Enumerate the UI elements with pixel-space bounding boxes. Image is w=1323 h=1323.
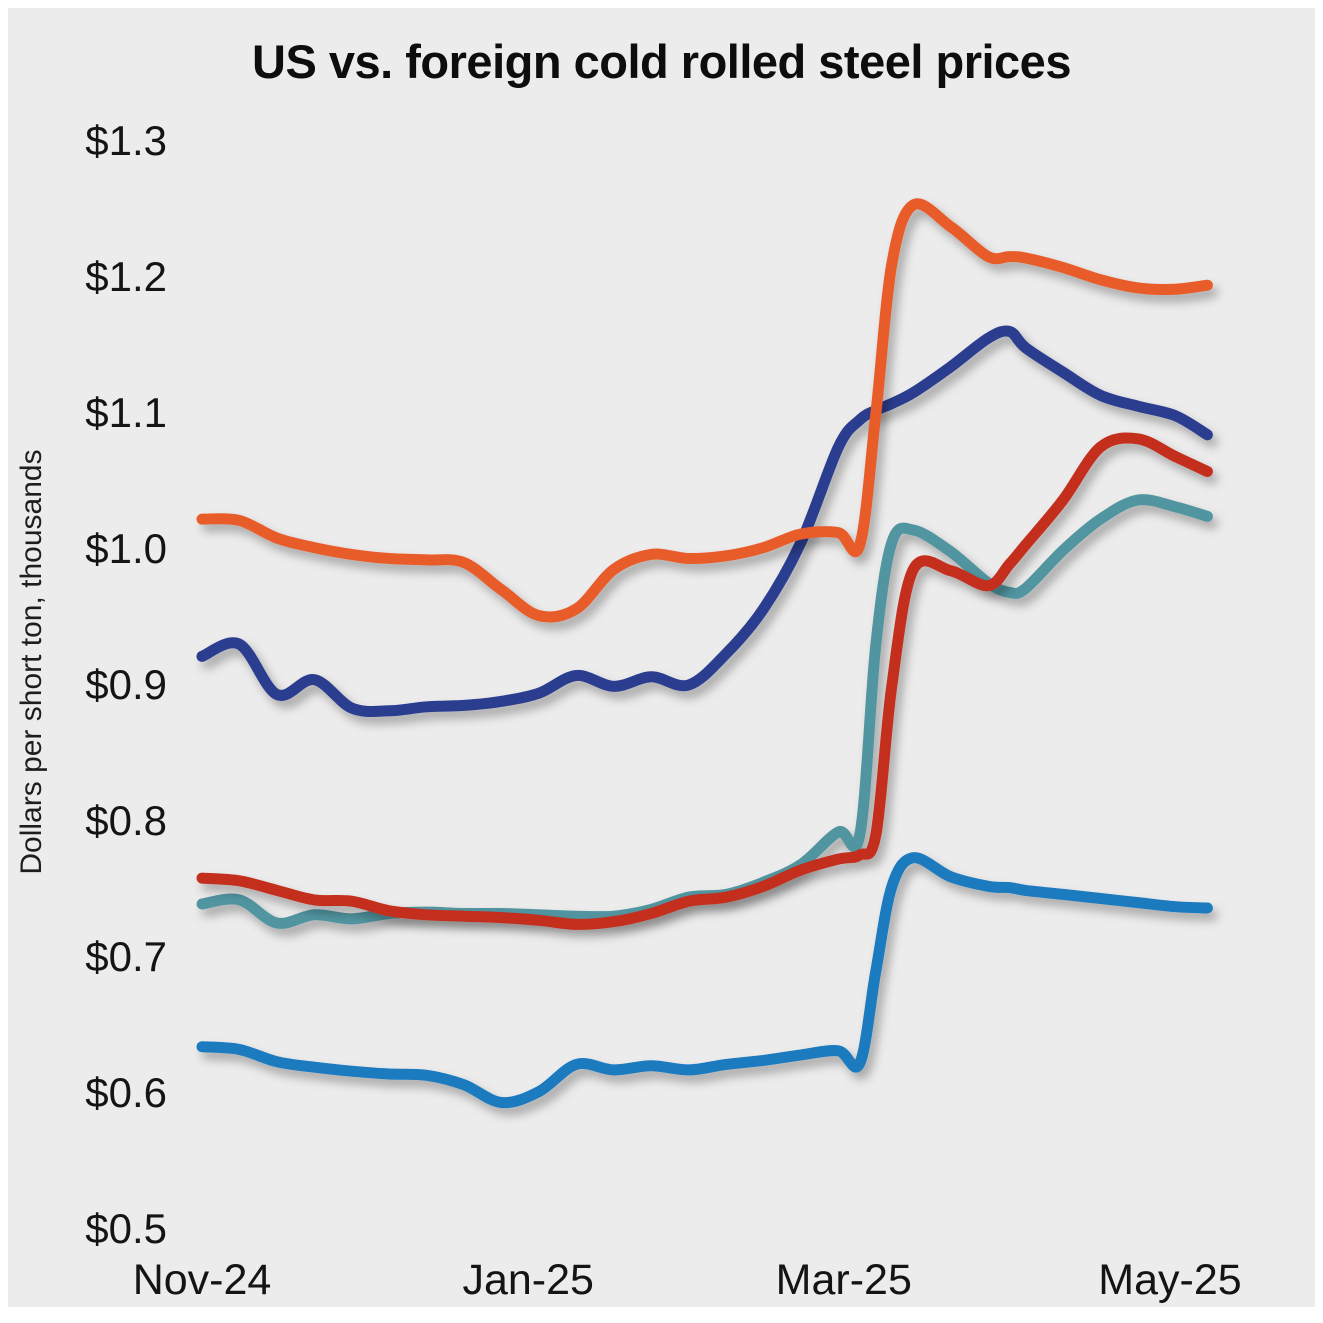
x-tick-label: May-25	[1098, 1256, 1242, 1304]
chart-title: US vs. foreign cold rolled steel prices	[252, 35, 1071, 88]
y-tick-label: $0.6	[85, 1069, 167, 1116]
y-tick-label: $1.2	[85, 253, 167, 300]
y-tick-label: $0.9	[85, 661, 167, 708]
chart-background-panel	[8, 8, 1315, 1307]
series-navy-line	[196, 325, 1213, 718]
y-tick-label: $1.0	[85, 525, 167, 572]
y-tick-label: $0.7	[85, 933, 167, 980]
y-tick-label: $0.5	[85, 1205, 167, 1252]
series-orange-line	[196, 198, 1213, 623]
y-tick-label: $0.8	[85, 797, 167, 844]
series-blue-line	[196, 852, 1213, 1109]
y-tick-label: $1.3	[85, 117, 167, 164]
x-tick-label: Nov-24	[132, 1256, 272, 1304]
series-group	[196, 198, 1213, 1109]
x-tick-label: Jan-25	[462, 1256, 594, 1304]
y-tick-label: $1.1	[85, 389, 167, 436]
x-tick-label: Mar-25	[775, 1256, 912, 1304]
series-red-line	[196, 432, 1213, 930]
